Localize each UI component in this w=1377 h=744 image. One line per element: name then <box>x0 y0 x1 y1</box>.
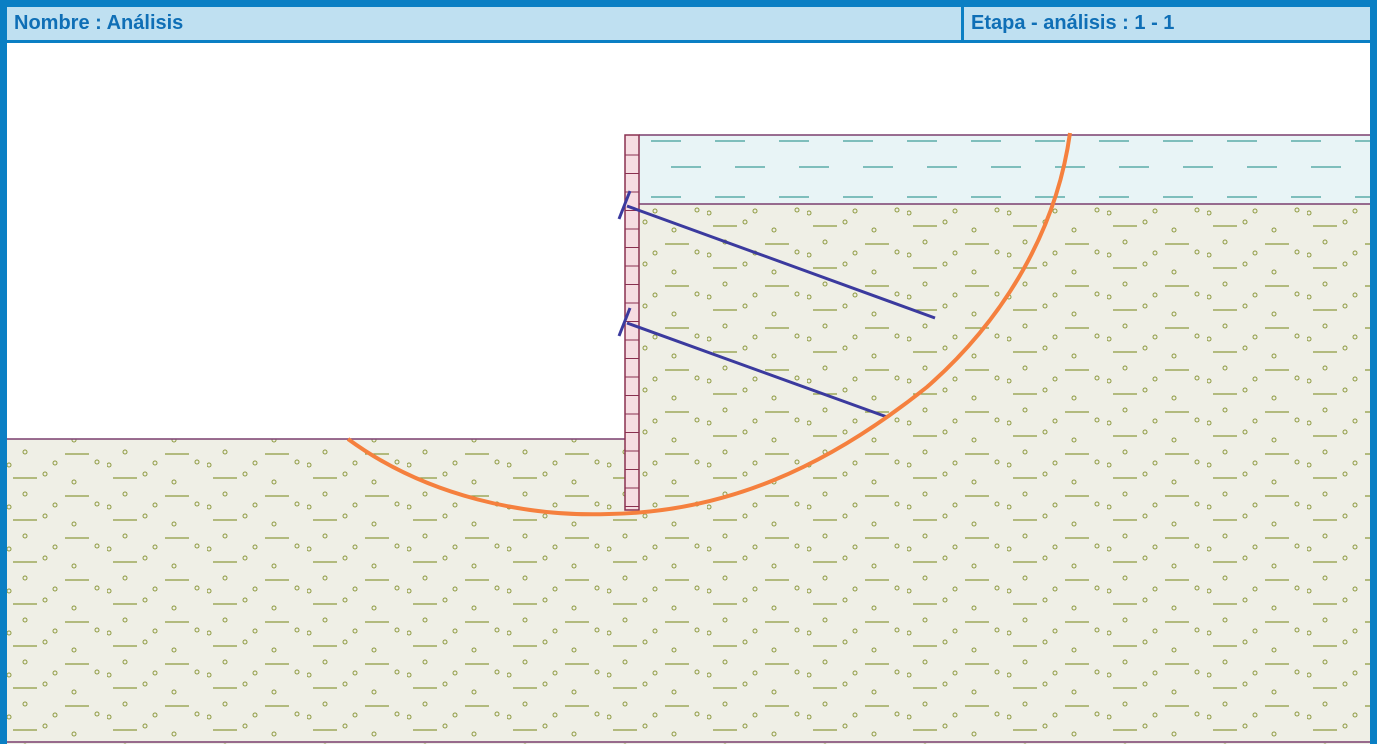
lower-soil-layer <box>625 510 639 744</box>
water-layer <box>639 135 1370 204</box>
retained-soil-layer <box>639 204 1370 744</box>
retaining-wall <box>624 134 640 511</box>
anchor-upper <box>617 190 936 320</box>
stage-analysis-label: Etapa - análisis : 1 - 1 <box>961 7 1370 40</box>
analysis-name-label: Nombre : Análisis <box>14 12 184 34</box>
anchor-lower <box>617 307 888 419</box>
excavation-soil-layer <box>7 439 625 744</box>
header-bar: Nombre : Análisis Etapa - análisis : 1 -… <box>7 7 1370 43</box>
geotechnical-drawing <box>7 132 1370 744</box>
slip-surface-circle <box>346 132 1072 517</box>
